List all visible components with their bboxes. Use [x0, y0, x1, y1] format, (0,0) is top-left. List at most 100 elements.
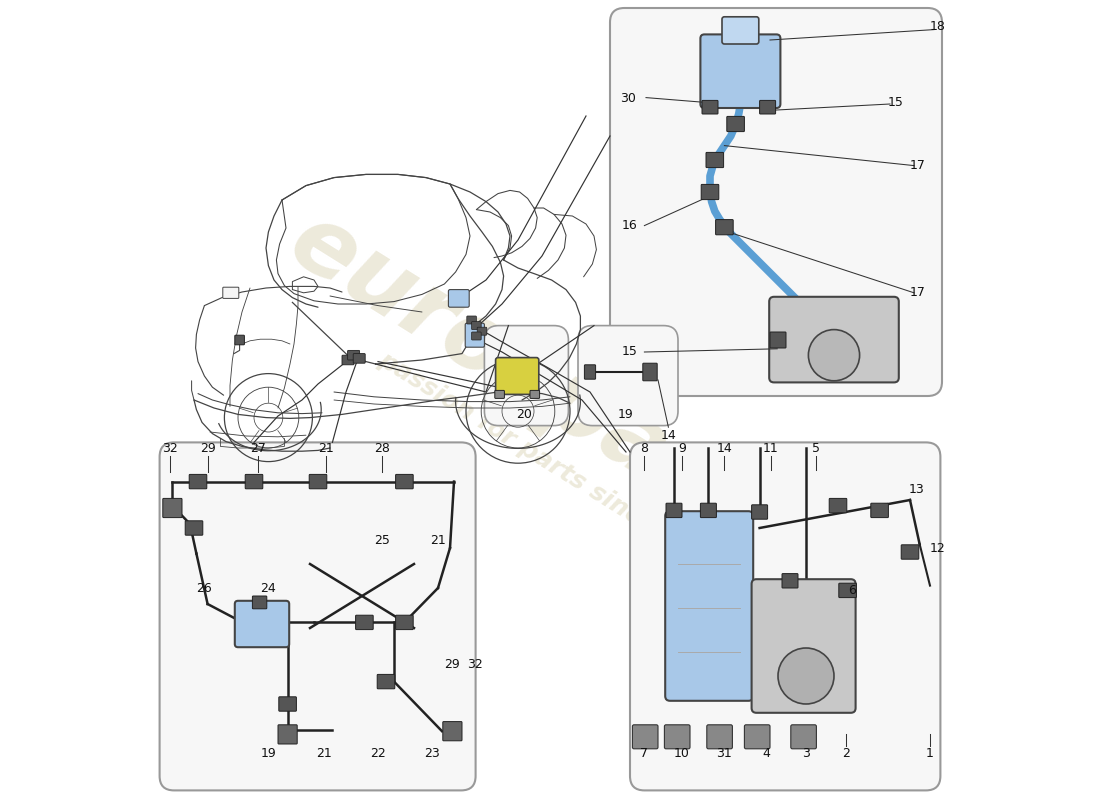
FancyBboxPatch shape: [396, 615, 414, 630]
Circle shape: [808, 330, 859, 381]
FancyBboxPatch shape: [745, 725, 770, 749]
FancyBboxPatch shape: [252, 596, 267, 609]
Text: 25: 25: [374, 534, 389, 546]
FancyBboxPatch shape: [782, 574, 797, 588]
FancyBboxPatch shape: [706, 152, 724, 167]
Text: 23: 23: [424, 747, 440, 760]
FancyBboxPatch shape: [871, 503, 889, 518]
Text: 7: 7: [640, 747, 648, 760]
FancyBboxPatch shape: [760, 100, 775, 114]
Text: 4: 4: [762, 747, 770, 760]
Text: 12: 12: [930, 542, 945, 554]
Text: 21: 21: [318, 442, 334, 454]
FancyBboxPatch shape: [901, 545, 918, 559]
FancyBboxPatch shape: [642, 363, 657, 381]
FancyBboxPatch shape: [610, 8, 942, 396]
Text: 19: 19: [618, 408, 634, 421]
Text: 32: 32: [162, 442, 178, 454]
FancyBboxPatch shape: [223, 287, 239, 298]
FancyBboxPatch shape: [449, 290, 470, 307]
FancyBboxPatch shape: [751, 505, 768, 519]
FancyBboxPatch shape: [701, 184, 718, 199]
FancyBboxPatch shape: [377, 674, 395, 689]
Text: 1: 1: [926, 747, 934, 760]
Text: eurospares: eurospares: [273, 194, 827, 590]
Text: 18: 18: [930, 20, 945, 33]
Text: 14: 14: [660, 429, 676, 442]
FancyBboxPatch shape: [701, 503, 716, 518]
FancyBboxPatch shape: [309, 474, 327, 489]
Text: 5: 5: [812, 442, 820, 454]
FancyBboxPatch shape: [278, 725, 297, 744]
Text: 16: 16: [623, 219, 638, 232]
FancyBboxPatch shape: [770, 332, 786, 348]
Text: 29: 29: [200, 442, 216, 454]
FancyBboxPatch shape: [584, 365, 595, 379]
Text: passion for parts since 1985: passion for parts since 1985: [374, 348, 726, 580]
FancyBboxPatch shape: [829, 498, 847, 513]
FancyBboxPatch shape: [702, 100, 718, 114]
FancyBboxPatch shape: [396, 474, 414, 489]
Text: 2: 2: [843, 747, 850, 760]
FancyBboxPatch shape: [160, 442, 475, 790]
Text: 30: 30: [620, 92, 636, 105]
Text: 15: 15: [888, 96, 903, 109]
FancyBboxPatch shape: [342, 355, 354, 365]
FancyBboxPatch shape: [466, 316, 476, 324]
FancyBboxPatch shape: [664, 725, 690, 749]
FancyBboxPatch shape: [348, 350, 360, 360]
Text: 17: 17: [910, 286, 926, 299]
FancyBboxPatch shape: [189, 474, 207, 489]
FancyBboxPatch shape: [185, 521, 202, 535]
Text: 29: 29: [444, 658, 460, 670]
Text: 9: 9: [678, 442, 686, 454]
Circle shape: [778, 648, 834, 704]
FancyBboxPatch shape: [496, 358, 539, 394]
Text: 28: 28: [374, 442, 389, 454]
FancyBboxPatch shape: [477, 327, 487, 335]
FancyBboxPatch shape: [245, 474, 263, 489]
FancyBboxPatch shape: [465, 323, 484, 347]
FancyBboxPatch shape: [727, 116, 745, 131]
Text: 6: 6: [848, 584, 856, 597]
Text: 21: 21: [317, 747, 332, 760]
Text: 21: 21: [430, 534, 446, 546]
FancyBboxPatch shape: [234, 601, 289, 647]
FancyBboxPatch shape: [278, 697, 296, 711]
FancyBboxPatch shape: [353, 354, 365, 363]
FancyBboxPatch shape: [666, 503, 682, 518]
FancyBboxPatch shape: [751, 579, 856, 713]
FancyBboxPatch shape: [791, 725, 816, 749]
FancyBboxPatch shape: [530, 390, 540, 398]
FancyBboxPatch shape: [443, 722, 462, 741]
Text: 17: 17: [910, 159, 926, 172]
FancyBboxPatch shape: [701, 34, 780, 108]
FancyBboxPatch shape: [578, 326, 678, 426]
Text: 22: 22: [370, 747, 386, 760]
Text: 14: 14: [716, 442, 733, 454]
FancyBboxPatch shape: [355, 615, 373, 630]
Text: 27: 27: [250, 442, 266, 454]
FancyBboxPatch shape: [716, 219, 734, 235]
FancyBboxPatch shape: [472, 322, 481, 330]
Text: 8: 8: [640, 442, 648, 454]
FancyBboxPatch shape: [472, 332, 481, 340]
FancyBboxPatch shape: [484, 326, 569, 426]
Text: 11: 11: [763, 442, 779, 454]
FancyBboxPatch shape: [163, 498, 182, 518]
FancyBboxPatch shape: [234, 335, 244, 345]
Text: 19: 19: [261, 747, 276, 760]
Text: 13: 13: [909, 483, 924, 496]
FancyBboxPatch shape: [666, 511, 754, 701]
Text: 20: 20: [517, 408, 532, 421]
Text: 31: 31: [716, 747, 733, 760]
Text: 15: 15: [623, 346, 638, 358]
FancyBboxPatch shape: [722, 17, 759, 44]
Text: 32: 32: [466, 658, 483, 670]
FancyBboxPatch shape: [707, 725, 733, 749]
FancyBboxPatch shape: [495, 390, 505, 398]
Text: 10: 10: [674, 747, 690, 760]
Text: 26: 26: [197, 582, 212, 594]
FancyBboxPatch shape: [630, 442, 940, 790]
FancyBboxPatch shape: [839, 583, 857, 598]
